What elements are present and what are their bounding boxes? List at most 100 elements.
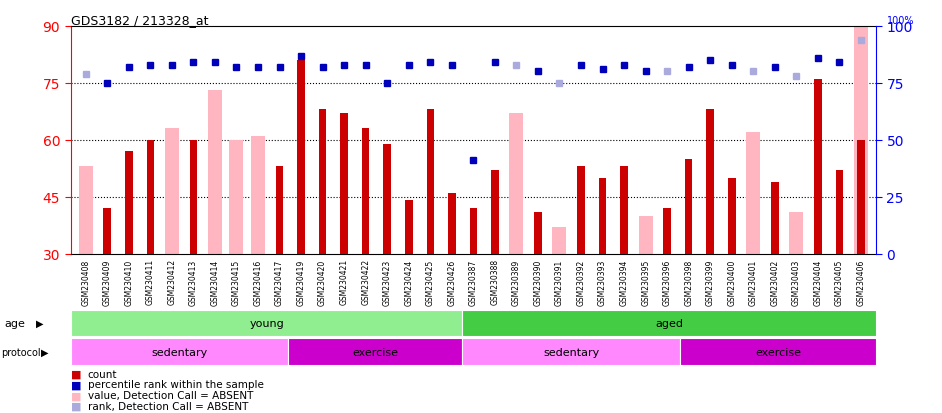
Bar bbox=[639, 216, 653, 254]
Text: GSM230412: GSM230412 bbox=[168, 259, 176, 305]
Text: GDS3182 / 213328_at: GDS3182 / 213328_at bbox=[71, 14, 208, 27]
Bar bbox=[599, 178, 607, 254]
Text: GSM230400: GSM230400 bbox=[727, 259, 737, 305]
Text: exercise: exercise bbox=[352, 347, 398, 357]
Bar bbox=[491, 171, 498, 254]
Text: GSM230416: GSM230416 bbox=[253, 259, 263, 305]
Text: GSM230388: GSM230388 bbox=[491, 259, 499, 305]
Bar bbox=[706, 110, 714, 254]
Text: GSM230425: GSM230425 bbox=[426, 259, 435, 305]
Bar bbox=[854, 23, 868, 254]
Text: protocol: protocol bbox=[1, 347, 41, 357]
Text: GSM230403: GSM230403 bbox=[792, 259, 801, 305]
Text: count: count bbox=[88, 369, 117, 379]
Text: GSM230394: GSM230394 bbox=[620, 259, 628, 305]
Text: GSM230391: GSM230391 bbox=[555, 259, 564, 305]
Text: GSM230424: GSM230424 bbox=[404, 259, 414, 305]
Text: sedentary: sedentary bbox=[152, 347, 207, 357]
Text: GSM230395: GSM230395 bbox=[642, 259, 650, 305]
Text: value, Detection Call = ABSENT: value, Detection Call = ABSENT bbox=[88, 390, 253, 400]
Text: GSM230396: GSM230396 bbox=[662, 259, 672, 305]
Bar bbox=[189, 140, 197, 254]
Text: GSM230401: GSM230401 bbox=[749, 259, 757, 305]
Bar bbox=[362, 129, 369, 254]
Text: GSM230410: GSM230410 bbox=[124, 259, 134, 305]
Bar bbox=[836, 171, 843, 254]
Bar bbox=[746, 133, 760, 254]
Text: GSM230387: GSM230387 bbox=[469, 259, 478, 305]
Text: GSM230415: GSM230415 bbox=[232, 259, 241, 305]
Text: GSM230414: GSM230414 bbox=[210, 259, 219, 305]
Text: GSM230423: GSM230423 bbox=[382, 259, 392, 305]
Bar bbox=[510, 114, 524, 254]
Bar bbox=[448, 193, 456, 254]
Bar bbox=[318, 110, 326, 254]
Bar bbox=[857, 140, 865, 254]
Text: GSM230402: GSM230402 bbox=[771, 259, 779, 305]
Bar bbox=[298, 61, 305, 254]
Bar bbox=[577, 167, 585, 254]
Text: GSM230393: GSM230393 bbox=[598, 259, 607, 305]
Text: ▶: ▶ bbox=[41, 347, 48, 357]
Bar bbox=[125, 152, 133, 254]
Text: young: young bbox=[250, 318, 284, 328]
Text: GSM230422: GSM230422 bbox=[361, 259, 370, 305]
Text: GSM230390: GSM230390 bbox=[533, 259, 543, 305]
Text: GSM230417: GSM230417 bbox=[275, 259, 284, 305]
Bar bbox=[789, 212, 804, 254]
Bar bbox=[663, 209, 671, 254]
Text: exercise: exercise bbox=[755, 347, 801, 357]
Text: GSM230392: GSM230392 bbox=[577, 259, 586, 305]
Text: ■: ■ bbox=[71, 401, 81, 411]
Bar bbox=[340, 114, 348, 254]
Text: ■: ■ bbox=[71, 380, 81, 389]
Text: GSM230420: GSM230420 bbox=[318, 259, 327, 305]
Text: GSM230389: GSM230389 bbox=[512, 259, 521, 305]
Bar bbox=[685, 159, 692, 254]
Bar bbox=[771, 182, 779, 254]
Bar bbox=[276, 167, 284, 254]
Text: GSM230413: GSM230413 bbox=[189, 259, 198, 305]
Bar bbox=[71, 339, 288, 366]
Bar bbox=[621, 167, 628, 254]
Text: ■: ■ bbox=[71, 390, 81, 400]
Text: age: age bbox=[5, 318, 25, 328]
Text: GSM230409: GSM230409 bbox=[103, 259, 112, 305]
Text: sedentary: sedentary bbox=[544, 347, 599, 357]
Bar bbox=[383, 144, 391, 254]
Text: GSM230404: GSM230404 bbox=[813, 259, 822, 305]
Bar bbox=[728, 178, 736, 254]
Bar bbox=[405, 201, 413, 254]
Bar bbox=[553, 228, 566, 254]
Text: GSM230399: GSM230399 bbox=[706, 259, 715, 305]
Bar bbox=[230, 140, 243, 254]
Text: GSM230419: GSM230419 bbox=[297, 259, 305, 305]
Text: GSM230426: GSM230426 bbox=[447, 259, 456, 305]
Bar bbox=[463, 310, 876, 337]
Bar bbox=[79, 167, 92, 254]
Text: 100%: 100% bbox=[886, 17, 914, 26]
Text: percentile rank within the sample: percentile rank within the sample bbox=[88, 380, 264, 389]
Bar bbox=[427, 110, 434, 254]
Bar bbox=[814, 80, 821, 254]
Bar bbox=[104, 209, 111, 254]
Text: GSM230408: GSM230408 bbox=[81, 259, 90, 305]
Bar bbox=[165, 129, 179, 254]
Text: ▶: ▶ bbox=[36, 318, 43, 328]
Text: aged: aged bbox=[656, 318, 683, 328]
Bar bbox=[288, 339, 463, 366]
Text: GSM230411: GSM230411 bbox=[146, 259, 154, 305]
Bar bbox=[534, 212, 542, 254]
Bar bbox=[147, 140, 154, 254]
Bar bbox=[208, 91, 222, 254]
Bar bbox=[680, 339, 876, 366]
Bar bbox=[469, 209, 478, 254]
Bar bbox=[251, 137, 265, 254]
Bar bbox=[463, 339, 680, 366]
Text: GSM230421: GSM230421 bbox=[340, 259, 349, 305]
Text: ■: ■ bbox=[71, 369, 81, 379]
Bar bbox=[71, 310, 463, 337]
Text: GSM230405: GSM230405 bbox=[835, 259, 844, 305]
Text: rank, Detection Call = ABSENT: rank, Detection Call = ABSENT bbox=[88, 401, 248, 411]
Text: GSM230398: GSM230398 bbox=[684, 259, 693, 305]
